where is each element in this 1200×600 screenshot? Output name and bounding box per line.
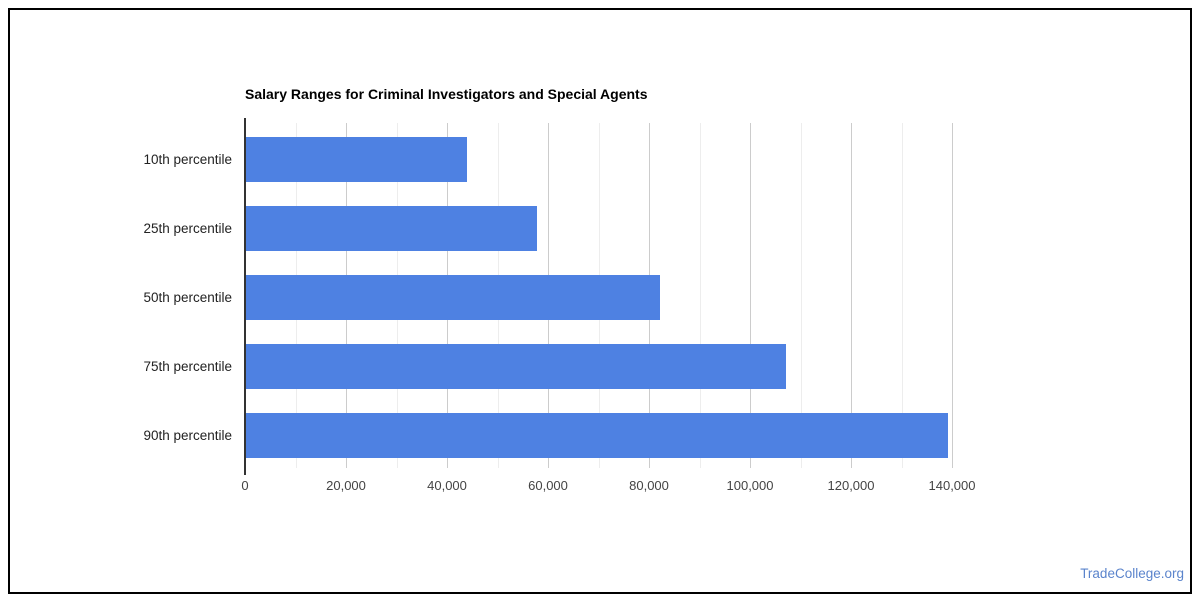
chart-title: Salary Ranges for Criminal Investigators… (245, 86, 648, 102)
x-tick-label: 20,000 (326, 478, 366, 493)
footer-link[interactable]: TradeCollege.org (1080, 566, 1184, 581)
bar-10th-percentile[interactable] (246, 137, 468, 182)
x-tick-label: 40,000 (427, 478, 467, 493)
minor-gridline (800, 123, 802, 468)
category-label: 50th percentile (143, 290, 232, 305)
category-label: 25th percentile (143, 221, 232, 236)
x-tick-label: 60,000 (528, 478, 568, 493)
bar-50th-percentile[interactable] (246, 275, 661, 320)
minor-gridline (699, 123, 701, 468)
x-tick-label: 80,000 (629, 478, 669, 493)
bar-90th-percentile[interactable] (246, 413, 948, 458)
category-label: 90th percentile (143, 428, 232, 443)
x-tick-label: 120,000 (827, 478, 875, 493)
bar-75th-percentile[interactable] (246, 344, 787, 389)
x-tick-label: 0 (241, 478, 249, 493)
bar-25th-percentile[interactable] (246, 206, 537, 251)
minor-gridline (901, 123, 903, 468)
major-gridline (952, 123, 953, 468)
x-tick-label: 140,000 (928, 478, 976, 493)
category-label: 75th percentile (143, 359, 232, 374)
x-tick-label: 100,000 (726, 478, 774, 493)
major-gridline (750, 123, 751, 468)
category-label: 10th percentile (143, 152, 232, 167)
y-axis-baseline (244, 118, 246, 475)
major-gridline (851, 123, 852, 468)
